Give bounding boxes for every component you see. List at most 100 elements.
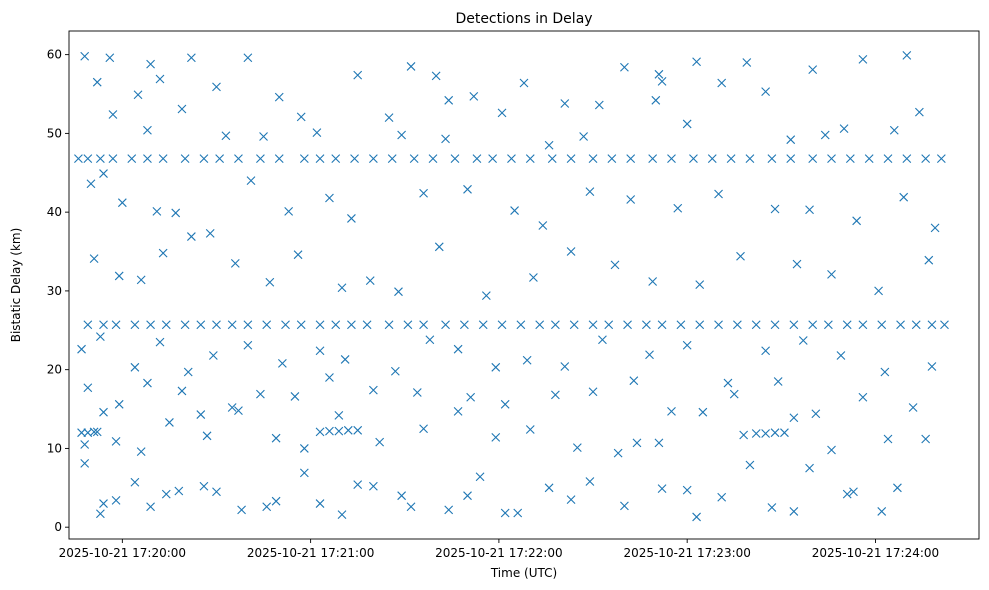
data-point	[673, 203, 683, 213]
data-point	[883, 434, 893, 444]
data-point	[566, 247, 576, 256]
data-point	[908, 403, 918, 412]
data-point	[215, 154, 225, 163]
data-point	[491, 362, 501, 372]
data-point	[403, 320, 413, 330]
data-point	[353, 480, 363, 490]
data-point	[83, 154, 93, 163]
data-point	[431, 71, 441, 81]
data-point	[365, 276, 375, 286]
data-point	[111, 320, 121, 330]
data-point	[836, 351, 846, 360]
data-point	[648, 154, 658, 163]
data-point	[331, 320, 341, 330]
data-point	[682, 340, 692, 350]
data-point	[80, 459, 90, 468]
data-point	[105, 53, 115, 63]
data-point	[805, 205, 814, 215]
data-point	[604, 320, 614, 330]
data-point	[786, 154, 796, 163]
data-point	[83, 383, 93, 393]
data-point	[133, 90, 143, 100]
data-point	[315, 346, 325, 356]
data-point	[127, 154, 137, 163]
data-point	[594, 100, 604, 110]
data-point	[95, 509, 105, 519]
data-point	[544, 140, 554, 150]
data-point	[510, 206, 519, 215]
data-point	[315, 154, 325, 163]
data-point	[99, 499, 108, 508]
data-point	[246, 176, 256, 186]
data-point	[811, 409, 821, 419]
data-point	[880, 367, 890, 377]
data-point	[77, 344, 86, 354]
data-point	[143, 378, 152, 388]
data-point	[792, 259, 802, 269]
data-point	[394, 287, 403, 297]
data-point	[588, 320, 598, 330]
data-point	[500, 508, 510, 518]
data-point	[657, 320, 667, 330]
data-point	[108, 110, 118, 119]
data-point	[425, 335, 435, 345]
data-point	[202, 431, 212, 441]
data-point	[736, 251, 745, 261]
data-point	[368, 154, 378, 163]
data-point	[767, 503, 777, 512]
data-point	[459, 320, 469, 330]
data-point	[89, 254, 99, 264]
data-point	[419, 424, 428, 434]
data-point	[290, 392, 300, 401]
chart-title: Detections in Delay	[455, 11, 592, 27]
data-point	[475, 472, 485, 482]
data-point	[676, 320, 686, 330]
data-point	[174, 486, 184, 496]
data-point	[651, 95, 661, 105]
data-point	[707, 154, 717, 163]
data-point	[902, 154, 912, 163]
data-point	[626, 195, 636, 204]
data-point	[347, 320, 356, 330]
data-point	[924, 255, 934, 265]
data-point	[463, 184, 472, 194]
data-point	[256, 389, 265, 399]
data-point	[108, 154, 118, 163]
data-point	[466, 392, 476, 402]
data-point	[186, 232, 196, 241]
data-point	[569, 320, 579, 330]
data-point	[146, 320, 155, 330]
data-point	[588, 387, 598, 397]
data-point	[296, 112, 306, 122]
data-point	[767, 154, 777, 163]
data-point	[852, 216, 862, 226]
data-point	[689, 154, 698, 163]
data-point	[325, 193, 334, 203]
data-point	[544, 483, 554, 493]
data-point	[406, 62, 416, 71]
data-point	[911, 320, 921, 330]
data-point	[842, 320, 852, 330]
data-point	[111, 436, 121, 446]
data-point	[243, 53, 253, 63]
data-point	[808, 154, 818, 163]
data-point	[161, 320, 171, 330]
data-point	[199, 154, 209, 163]
data-point	[158, 154, 168, 163]
x-tick-label: 2025-10-21 17:23:00	[623, 546, 750, 560]
data-point	[902, 51, 912, 60]
data-point	[550, 320, 560, 330]
data-point	[478, 320, 488, 330]
data-point	[111, 496, 121, 505]
data-point	[566, 495, 576, 505]
data-point	[299, 468, 309, 478]
data-point	[877, 507, 887, 516]
data-point	[337, 283, 347, 293]
data-point	[798, 336, 808, 345]
data-point	[761, 429, 771, 438]
data-point	[682, 119, 692, 129]
data-point	[519, 78, 529, 88]
data-point	[99, 407, 108, 417]
data-point	[212, 487, 221, 497]
data-point	[858, 54, 868, 64]
